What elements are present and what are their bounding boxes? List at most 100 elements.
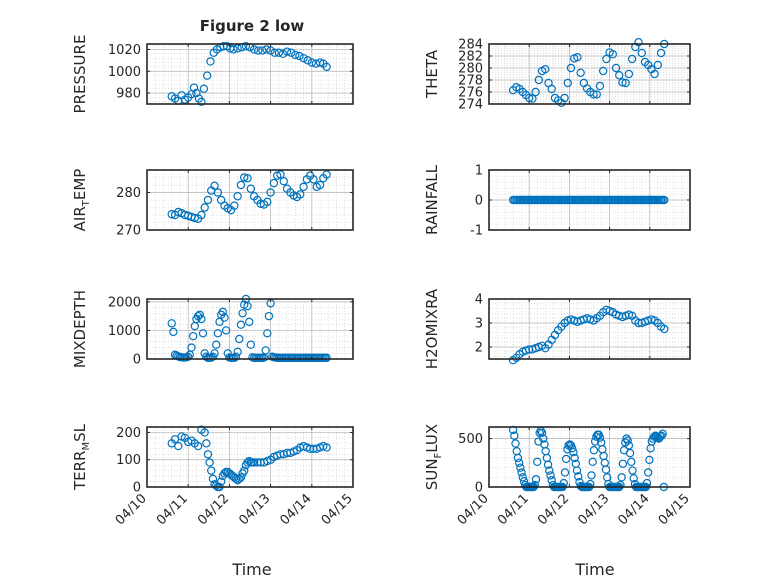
data-point: [266, 188, 275, 197]
y-tick-label: 0: [475, 481, 483, 496]
subplot-air_temp: 270 280 AIRTEMP: [71, 169, 354, 239]
data-point: [203, 450, 213, 459]
data-point: [240, 173, 249, 182]
y-tick-label: 278: [458, 74, 483, 89]
data-point: [589, 90, 598, 99]
data-point: [572, 466, 582, 475]
data-point: [621, 78, 630, 88]
y-tick-label: 100: [116, 453, 141, 468]
data-point: [240, 466, 249, 475]
data-point: [276, 170, 285, 179]
axes-frame: [146, 426, 354, 488]
data-point: [574, 472, 583, 481]
data-point: [623, 436, 632, 445]
data-point: [537, 428, 547, 438]
y-axis-label-tail: EMP: [71, 169, 89, 200]
data-point: [291, 50, 300, 60]
data-point: [236, 473, 246, 482]
data-point: [269, 178, 279, 188]
data-point: [530, 480, 540, 490]
data-point: [625, 448, 635, 458]
data-point: [315, 180, 325, 190]
y-axis-label: H2OMIXRA: [423, 288, 441, 369]
data-point: [615, 70, 624, 80]
data-point: [628, 466, 637, 475]
y-tick-label: 500: [458, 432, 483, 447]
data-point: [598, 66, 608, 76]
subplot-h2omixra: 2 3 4 H2OMIXRA: [423, 288, 691, 369]
data-point: [592, 90, 601, 99]
data-point: [658, 429, 667, 438]
data-point: [243, 174, 252, 183]
data-point: [602, 54, 611, 64]
data-point: [545, 466, 554, 475]
data-point: [210, 181, 219, 190]
data-point: [561, 454, 571, 464]
data-point: [511, 439, 520, 448]
y-axis-label: RAINFALL: [423, 164, 441, 235]
data-point: [197, 97, 206, 107]
axes-frame: [488, 298, 691, 360]
y-tick-label: 0: [133, 353, 141, 368]
data-point: [192, 88, 201, 98]
data-point: [299, 53, 308, 63]
data-point: [216, 477, 226, 486]
data-point: [203, 195, 213, 205]
data-point: [261, 346, 270, 355]
data-point: [569, 447, 578, 457]
data-point: [617, 473, 626, 482]
y-tick-label: 2: [475, 341, 483, 356]
y-tick-label: 0: [133, 481, 141, 496]
y-tick-label: 1: [475, 164, 483, 179]
data-point: [568, 444, 577, 453]
data-point: [198, 329, 208, 338]
data-point: [535, 428, 544, 438]
data-point: [278, 49, 288, 59]
y-axis-label-subscript: M: [81, 442, 92, 451]
data-point: [566, 63, 576, 73]
data-point: [195, 310, 204, 319]
data-series: [167, 170, 331, 223]
y-tick-label: 1020: [108, 43, 141, 58]
data-point: [206, 57, 215, 66]
data-point: [309, 175, 318, 184]
data-point: [208, 474, 218, 484]
subplot-rainfall: -1 0 1 RAINFALL: [423, 164, 691, 239]
data-point: [262, 45, 271, 54]
data-point: [322, 353, 331, 363]
y-axis-label: PRESSURE: [71, 35, 89, 114]
data-point: [174, 441, 183, 451]
data-point: [303, 56, 312, 65]
data-point: [207, 466, 216, 475]
data-point: [287, 48, 296, 57]
data-point: [231, 352, 241, 361]
data-point: [188, 331, 198, 341]
data-point: [263, 329, 272, 338]
data-series: [167, 294, 331, 363]
data-point: [187, 343, 196, 352]
y-tick-label: 200: [116, 426, 141, 441]
data-point: [634, 318, 643, 328]
data-point: [205, 458, 214, 467]
y-tick-label: 284: [458, 38, 483, 53]
y-tick-label: 280: [458, 62, 483, 77]
data-point: [213, 329, 223, 338]
data-point: [274, 48, 284, 57]
data-point: [525, 345, 534, 354]
data-point: [258, 46, 267, 55]
data-point: [592, 432, 601, 441]
data-point: [282, 47, 292, 56]
data-point: [243, 301, 252, 311]
data-point: [279, 177, 288, 186]
data-point: [547, 84, 556, 94]
data-series: [508, 305, 669, 365]
data-point: [595, 433, 605, 442]
data-point: [244, 317, 254, 327]
y-axis-label: SUNFLUX: [423, 424, 444, 490]
data-point: [322, 62, 331, 72]
data-point: [611, 63, 621, 73]
data-point: [197, 210, 206, 220]
data-point: [241, 41, 251, 51]
